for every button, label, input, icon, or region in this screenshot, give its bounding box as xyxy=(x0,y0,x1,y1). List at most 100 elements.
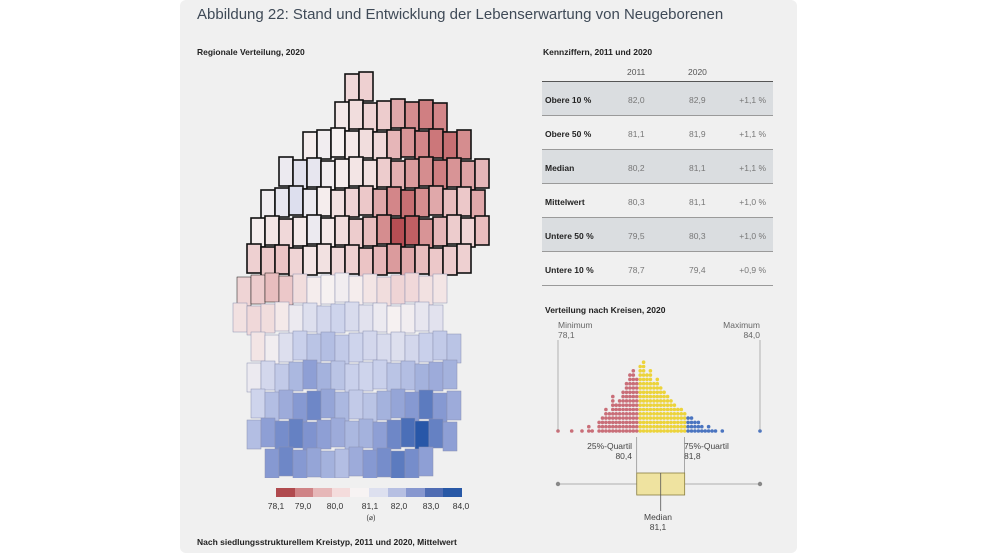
histogram-dot xyxy=(641,369,646,373)
map-region xyxy=(264,391,280,422)
map-region xyxy=(362,159,378,190)
histogram-dot xyxy=(655,386,660,390)
histogram-dot xyxy=(638,412,642,416)
map-region xyxy=(292,216,308,247)
map-region xyxy=(348,389,364,420)
map-region xyxy=(302,421,318,452)
map-region xyxy=(316,129,332,160)
histogram-dot xyxy=(662,407,666,412)
histogram-dot xyxy=(682,416,687,420)
map-region xyxy=(418,99,434,130)
map-region xyxy=(372,421,388,452)
map-region xyxy=(260,417,276,448)
histogram-dot xyxy=(621,424,625,429)
map-region xyxy=(376,100,392,131)
legend-tick: 82,0 xyxy=(390,501,408,511)
map-region xyxy=(274,363,290,394)
histogram-dot xyxy=(628,399,632,403)
map-region xyxy=(344,244,360,275)
histogram-dot xyxy=(631,399,636,403)
histogram-dot xyxy=(703,429,707,433)
histogram-dot xyxy=(628,386,632,390)
histogram-dot xyxy=(645,377,649,382)
value-2011: 80,2 xyxy=(628,163,645,173)
histogram-dot xyxy=(655,381,660,386)
map-region xyxy=(292,449,308,478)
histogram-dot xyxy=(628,420,632,425)
map-region xyxy=(320,331,336,362)
map-region xyxy=(428,128,444,159)
map-region xyxy=(264,334,280,365)
histogram-dot xyxy=(682,424,687,429)
histogram-dot xyxy=(682,412,687,416)
map-region xyxy=(274,187,290,218)
histogram-dot xyxy=(645,424,649,429)
histogram-dot xyxy=(669,412,673,416)
histogram-dot xyxy=(641,429,646,433)
histogram-dot xyxy=(631,369,636,373)
map-region xyxy=(362,392,378,423)
map-region xyxy=(456,243,472,274)
histogram-dot xyxy=(720,429,725,433)
minimum-value: 78,1 xyxy=(558,330,575,340)
map-region xyxy=(320,217,336,248)
histogram-dot xyxy=(617,420,622,425)
histogram-dot xyxy=(679,416,684,420)
map-region xyxy=(292,159,308,190)
map-region xyxy=(362,449,378,478)
histogram-dot xyxy=(580,429,584,433)
histogram-dot xyxy=(611,424,615,429)
histogram-dot xyxy=(700,429,704,433)
histogram-dot xyxy=(672,412,677,416)
histogram-dot xyxy=(634,407,639,412)
map-region xyxy=(260,360,276,391)
map-region xyxy=(232,302,248,333)
histogram-dot xyxy=(638,394,642,399)
map-region xyxy=(288,304,304,335)
row-label: Obere 10 % xyxy=(545,95,592,105)
histogram-dot xyxy=(689,424,694,429)
histogram-dot xyxy=(658,390,663,395)
change-value: +0,9 % xyxy=(739,265,766,275)
histogram-dot xyxy=(597,424,601,429)
histogram-dot xyxy=(655,420,660,425)
map-region xyxy=(400,127,416,158)
histogram-dot xyxy=(587,429,591,433)
legend-swatch xyxy=(443,488,462,497)
map-region xyxy=(302,131,318,162)
histogram-dot xyxy=(662,394,666,399)
map-region xyxy=(288,185,304,216)
histogram-dot xyxy=(611,420,615,425)
map-region xyxy=(404,158,420,189)
map-region xyxy=(442,245,458,276)
histogram-dot xyxy=(645,403,649,407)
map-region xyxy=(246,419,262,450)
histogram-dot xyxy=(607,416,612,420)
histogram-dot xyxy=(658,424,663,429)
histogram-dot xyxy=(648,420,653,425)
histogram-dot xyxy=(614,407,618,412)
map-region xyxy=(330,127,346,158)
map-region xyxy=(372,131,388,162)
histogram-dot xyxy=(658,399,663,403)
legend-tick: 84,0 xyxy=(452,501,470,511)
histogram-dot xyxy=(628,416,632,420)
histogram-dot xyxy=(652,412,656,416)
histogram-dot xyxy=(604,420,608,425)
histogram-dot xyxy=(597,429,601,433)
histogram-dot xyxy=(628,407,632,412)
table-row: Untere 10 % 78,7 79,4 +0,9 % xyxy=(542,252,773,286)
histogram-dot xyxy=(669,399,673,403)
histogram-dot xyxy=(641,386,646,390)
map-region xyxy=(432,159,448,190)
histogram-dot xyxy=(631,420,636,425)
map-region xyxy=(330,246,346,277)
histogram-dot xyxy=(645,373,649,377)
histogram-dot xyxy=(665,429,670,433)
map-region xyxy=(334,334,350,365)
change-value: +1,1 % xyxy=(739,95,766,105)
map-region xyxy=(344,130,360,161)
histogram-dot xyxy=(652,424,656,429)
map-region xyxy=(404,448,420,478)
histogram-dot xyxy=(655,390,660,395)
